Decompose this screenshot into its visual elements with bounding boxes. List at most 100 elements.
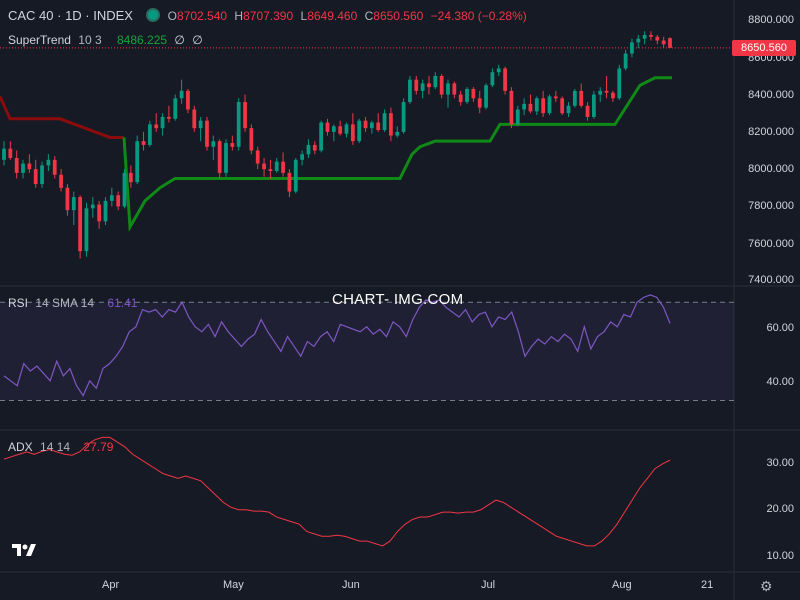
candle-body: [541, 98, 546, 114]
last-price-tag: 8650.560: [732, 40, 796, 56]
candle-body: [116, 195, 121, 207]
rsi-line: [3, 294, 671, 397]
candle-body: [357, 120, 362, 142]
candle-body: [78, 197, 82, 252]
candle: [598, 87, 603, 103]
candle: [420, 79, 425, 99]
candle: [71, 191, 76, 226]
candle: [541, 90, 546, 117]
adx-params: 14 14: [40, 440, 71, 454]
candle: [408, 75, 412, 104]
tradingview-logo-icon[interactable]: [12, 541, 38, 559]
candle-body: [604, 90, 609, 93]
eye-off-icon[interactable]: ∅: [174, 33, 185, 47]
candle-body: [224, 143, 228, 173]
candle: [148, 120, 152, 147]
candle: [116, 191, 121, 211]
candle-body: [414, 79, 419, 91]
candle-body: [65, 187, 70, 211]
candle-body: [528, 103, 533, 112]
candle: [636, 34, 641, 48]
settings-gear-icon[interactable]: ⚙: [760, 578, 773, 594]
adx-line: [3, 436, 671, 547]
candle-body: [338, 126, 343, 134]
candle-body: [40, 165, 44, 185]
candle: [312, 141, 317, 155]
candle-body: [458, 94, 463, 103]
candle-body: [103, 200, 108, 222]
candle-body: [617, 68, 622, 99]
eye-off-icon[interactable]: ∅: [192, 33, 203, 47]
rsi-legend[interactable]: RSI 14 SMA 14 61.41: [8, 296, 141, 310]
candle-body: [452, 83, 457, 95]
supertrend-legend[interactable]: SuperTrend 10 3 8486.225 ∅ ∅: [8, 33, 207, 47]
candle-body: [230, 143, 235, 147]
candle-body: [331, 126, 336, 132]
candle-body: [572, 90, 577, 106]
candle-body: [325, 122, 330, 132]
adx-axis-tick: 20.00: [766, 503, 794, 515]
adx-legend[interactable]: ADX 14 14 27.79: [8, 440, 117, 454]
candle-body: [630, 42, 634, 54]
candle-body: [293, 159, 298, 192]
candle: [46, 154, 51, 172]
candle: [65, 184, 70, 216]
price-axis-tick: 8400.000: [748, 89, 794, 101]
symbol-legend: CAC 40 · 1D · INDEX O8702.540 H8707.390 …: [8, 8, 527, 23]
candle-body: [560, 98, 565, 114]
close-value: 8650.560: [373, 9, 424, 23]
adx-pane[interactable]: [3, 436, 671, 547]
candle: [109, 187, 114, 207]
candle: [655, 34, 660, 45]
candle: [389, 107, 393, 142]
candle: [477, 90, 482, 114]
candle-body: [192, 109, 197, 129]
candle: [281, 152, 285, 177]
supertrend-down-segment: [0, 95, 124, 139]
candlestick-series[interactable]: [2, 31, 672, 259]
candle-body: [160, 116, 165, 129]
candle-body: [465, 88, 469, 103]
symbol-title[interactable]: CAC 40 · 1D · INDEX: [8, 8, 133, 23]
candle: [236, 98, 241, 151]
candle: [579, 83, 584, 108]
time-axis-tick: Jul: [481, 579, 496, 591]
candle-body: [471, 88, 476, 99]
candle: [255, 146, 260, 170]
candle-body: [27, 163, 32, 170]
candle-body: [363, 120, 368, 129]
candle: [78, 195, 82, 259]
candle-body: [522, 103, 526, 110]
candle: [40, 161, 44, 188]
supertrend-label: SuperTrend: [8, 33, 71, 47]
rsi-pane[interactable]: [0, 294, 734, 401]
candle-body: [71, 197, 76, 211]
candle-body: [167, 116, 171, 119]
candle: [249, 124, 254, 155]
candle: [623, 49, 628, 71]
rsi-axis-tick: 60.00: [766, 322, 794, 334]
candle: [141, 131, 146, 151]
candle: [592, 90, 596, 119]
candle: [293, 157, 298, 194]
candle: [661, 36, 666, 48]
candle-body: [427, 83, 431, 88]
candle: [128, 165, 133, 188]
rsi-value: 61.41: [107, 296, 138, 310]
candle-body: [135, 141, 140, 183]
candle-body: [585, 105, 590, 117]
candle-body: [33, 169, 38, 185]
candle: [217, 139, 222, 179]
candle-body: [611, 92, 615, 99]
rsi-band-fill: [0, 302, 734, 401]
candle: [414, 75, 419, 95]
price-axis-tick: 8200.000: [748, 126, 794, 138]
candle: [395, 126, 400, 138]
candle-body: [319, 122, 324, 151]
candle: [192, 105, 197, 132]
adx-axis-tick: 30.00: [766, 457, 794, 469]
candle: [306, 139, 311, 158]
candle: [344, 122, 349, 138]
